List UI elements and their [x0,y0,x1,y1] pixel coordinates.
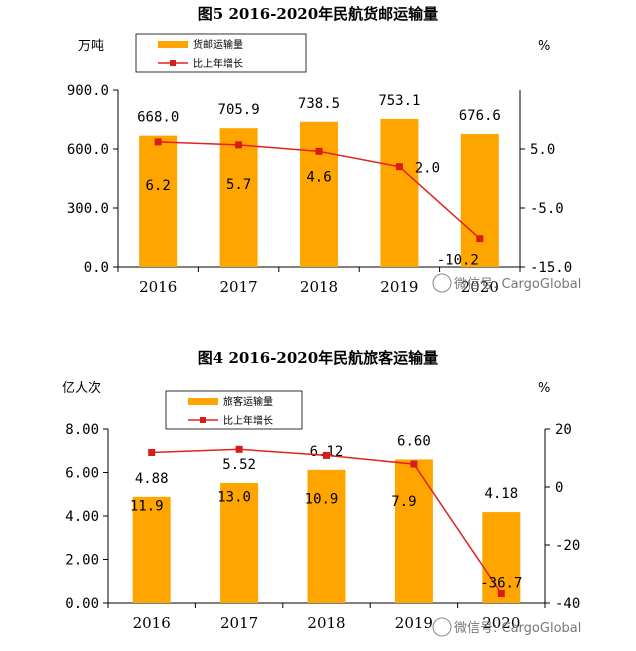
freight-bar-value-label: 753.1 [378,93,420,109]
wechat-icon [432,617,452,637]
passenger-legend-bar-label: 旅客运输量 [223,395,273,408]
passenger-legend-bar-swatch [188,398,218,405]
passenger-growth-point [235,445,243,453]
passenger-growth-value-label: 13.0 [217,489,251,505]
freight-growth-point [315,147,323,155]
passenger-right-tick-label: -20 [555,538,580,554]
passenger-left-tick-label: 8.00 [65,422,99,438]
freight-growth-point [395,163,403,171]
passenger-category-label: 2019 [395,614,433,632]
passenger-growth-value-label: 11.9 [130,498,164,514]
freight-growth-point [476,235,484,243]
freight-growth-value-label: -10.2 [437,253,479,269]
freight-right-unit: % [538,39,550,54]
freight-growth-value-label: 2.0 [415,161,440,177]
passenger-category-label: 2016 [133,614,171,632]
passenger-bar [307,469,346,603]
freight-bar-value-label: 738.5 [298,96,340,112]
freight-left-tick-label: 300.0 [67,201,109,217]
freight-bar-value-label: 705.9 [218,102,260,118]
freight-growth-point [235,141,243,149]
freight-bar-value-label: 676.6 [459,108,501,124]
freight-bar [139,135,178,267]
freight-bar [380,118,419,267]
freight-category-label: 2017 [220,278,258,296]
passenger-category-label: 2018 [307,614,345,632]
freight-bar [219,128,258,267]
freight-legend-line-marker [170,60,176,66]
freight-category-label: 2018 [300,278,338,296]
passenger-growth-value-label: 10.9 [305,491,339,507]
passenger-growth-point [323,451,330,459]
freight-legend-bar-label: 货邮运输量 [193,38,243,51]
freight-watermark-text: 微信号: CargoGlobal [454,277,581,292]
freight-right-tick-label: -5.0 [530,201,564,217]
passenger-legend: 旅客运输量 比上年增长 [165,390,303,430]
passenger-growth-point [410,460,418,468]
passenger-bar-value-label: 6.60 [397,433,431,449]
passenger-left-tick-label: 0.00 [65,596,99,612]
passenger-growth-value-label: 7.9 [391,494,416,510]
freight-growth-value-label: 6.2 [146,178,171,194]
passenger-bar [482,512,521,603]
passenger-right-tick-label: -40 [555,596,580,612]
freight-bar [300,121,338,268]
passenger-watermark: 微信号: CargoGlobal [432,617,581,637]
passenger-left-tick-label: 2.00 [65,553,99,569]
passenger-right-tick-label: 0 [555,480,563,496]
passenger-right-tick-label: 20 [555,422,572,438]
freight-category-label: 2019 [380,278,418,296]
passenger-bar [394,459,433,603]
passenger-category-label: 2020 [482,614,520,632]
freight-legend-line-label: 比上年增长 [193,57,243,70]
freight-watermark: 微信号: CargoGlobal [432,273,581,293]
passenger-growth-value-label: -36.7 [480,575,522,591]
passenger-growth-point [497,589,505,597]
passenger-right-unit: % [538,381,550,396]
passenger-growth-point [148,448,156,456]
freight-chart-title: 图5 2016-2020年民航货邮运输量 [198,5,438,23]
freight-legend: 货邮运输量 比上年增长 [135,33,307,73]
passenger-plot: 0.00 2.00 4.00 6.00 8.00 -40 -20 0 20 2016 2017 201… [65,422,580,632]
passenger-legend-line-label: 比上年增长 [223,414,273,427]
passenger-bar [132,496,171,603]
freight-right-tick-label: 5.0 [530,142,555,158]
passenger-watermark-text: 微信号: CargoGlobal [454,621,581,636]
freight-bar [460,133,499,267]
wechat-icon [432,273,452,293]
passenger-bar-value-label: 4.88 [135,471,169,487]
freight-legend-bar-swatch [158,41,188,48]
freight-growth-value-label: 5.7 [226,177,251,193]
freight-category-label: 2020 [461,278,499,296]
passenger-chart: 图4 2016-2020年民航旅客运输量 亿人次 % 0.00 2.00 4.00 6… [62,349,581,637]
passenger-left-unit: 亿人次 [62,380,101,396]
freight-category-label: 2016 [139,278,177,296]
passenger-legend-line-marker [200,417,206,423]
freight-growth-value-label: 4.6 [306,169,331,185]
passenger-bar-value-label: 5.52 [222,457,256,473]
freight-bar-value-label: 668.0 [137,110,179,126]
passenger-left-tick-label: 6.00 [65,466,99,482]
passenger-chart-title: 图4 2016-2020年民航旅客运输量 [198,349,438,367]
freight-legend-box [135,33,307,73]
passenger-left-tick-label: 4.00 [65,509,99,525]
freight-chart: 图5 2016-2020年民航货邮运输量 万吨 % 0.0 300.0 600.0 9… [67,5,582,296]
freight-left-unit: 万吨 [78,39,104,54]
freight-left-tick-label: 900.0 [67,83,109,99]
freight-plot: 0.0 300.0 600.0 900.0 -15.0 -5.0 5.0 2016 2017 20… [67,83,572,296]
passenger-legend-box [165,390,303,430]
passenger-category-label: 2017 [220,614,258,632]
passenger-bar-value-label: 4.18 [484,486,518,502]
freight-left-tick-label: 600.0 [67,142,109,158]
passenger-bar [220,482,259,603]
freight-left-tick-label: 0.0 [84,260,109,276]
freight-right-tick-label: -15.0 [530,260,572,276]
freight-growth-point [154,138,162,146]
